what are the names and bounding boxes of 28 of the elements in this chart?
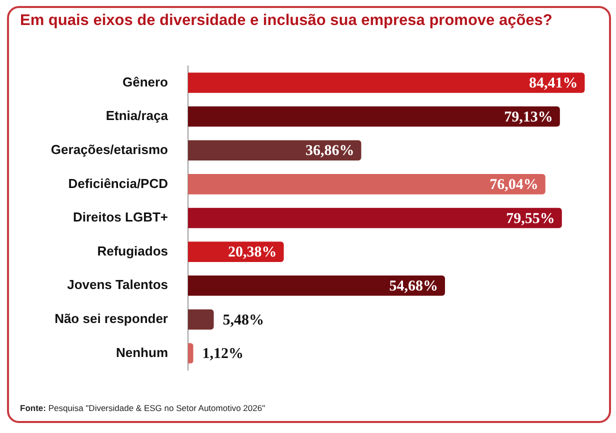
data-label: 79,13%: [504, 109, 553, 126]
y-tick-label: Deficiência/PCD: [68, 176, 168, 191]
bar: [188, 174, 546, 194]
data-label: 84,41%: [528, 76, 578, 92]
y-tick-label: Não sei responder: [54, 311, 168, 326]
y-tick-label: Gerações/etarismo: [50, 142, 168, 157]
data-label: 36,86%: [305, 143, 354, 160]
bar: [188, 72, 585, 93]
y-tick-label: Etnia/raça: [106, 108, 169, 124]
data-label: 20,38%: [228, 244, 277, 261]
bar: [188, 140, 362, 160]
bar: [188, 276, 445, 296]
y-tick-label: Refugiados: [97, 243, 168, 258]
data-label: 54,68%: [389, 278, 438, 295]
bar: [188, 208, 562, 228]
bar: [188, 309, 214, 330]
bar: [188, 343, 194, 364]
y-tick-label: Gênero: [122, 74, 168, 90]
data-label: 76,04%: [490, 177, 538, 194]
y-tick-label: Nenhum: [116, 344, 168, 360]
data-label: 79,55%: [506, 210, 555, 227]
source-note: Fonte: Pesquisa "Diversidade & ESG no Setor Automotivo 2026": [20, 403, 266, 413]
chart-title: Em quais eixos de diversidade e inclusão sua empresa promove ações?: [20, 12, 552, 30]
y-tick-label: Direitos LGBT+: [73, 210, 168, 225]
y-tick-label: Jovens Talentos: [67, 277, 168, 292]
bar: [188, 106, 560, 127]
data-label: 1,12%: [202, 346, 244, 362]
data-label: 5,48%: [222, 312, 264, 328]
